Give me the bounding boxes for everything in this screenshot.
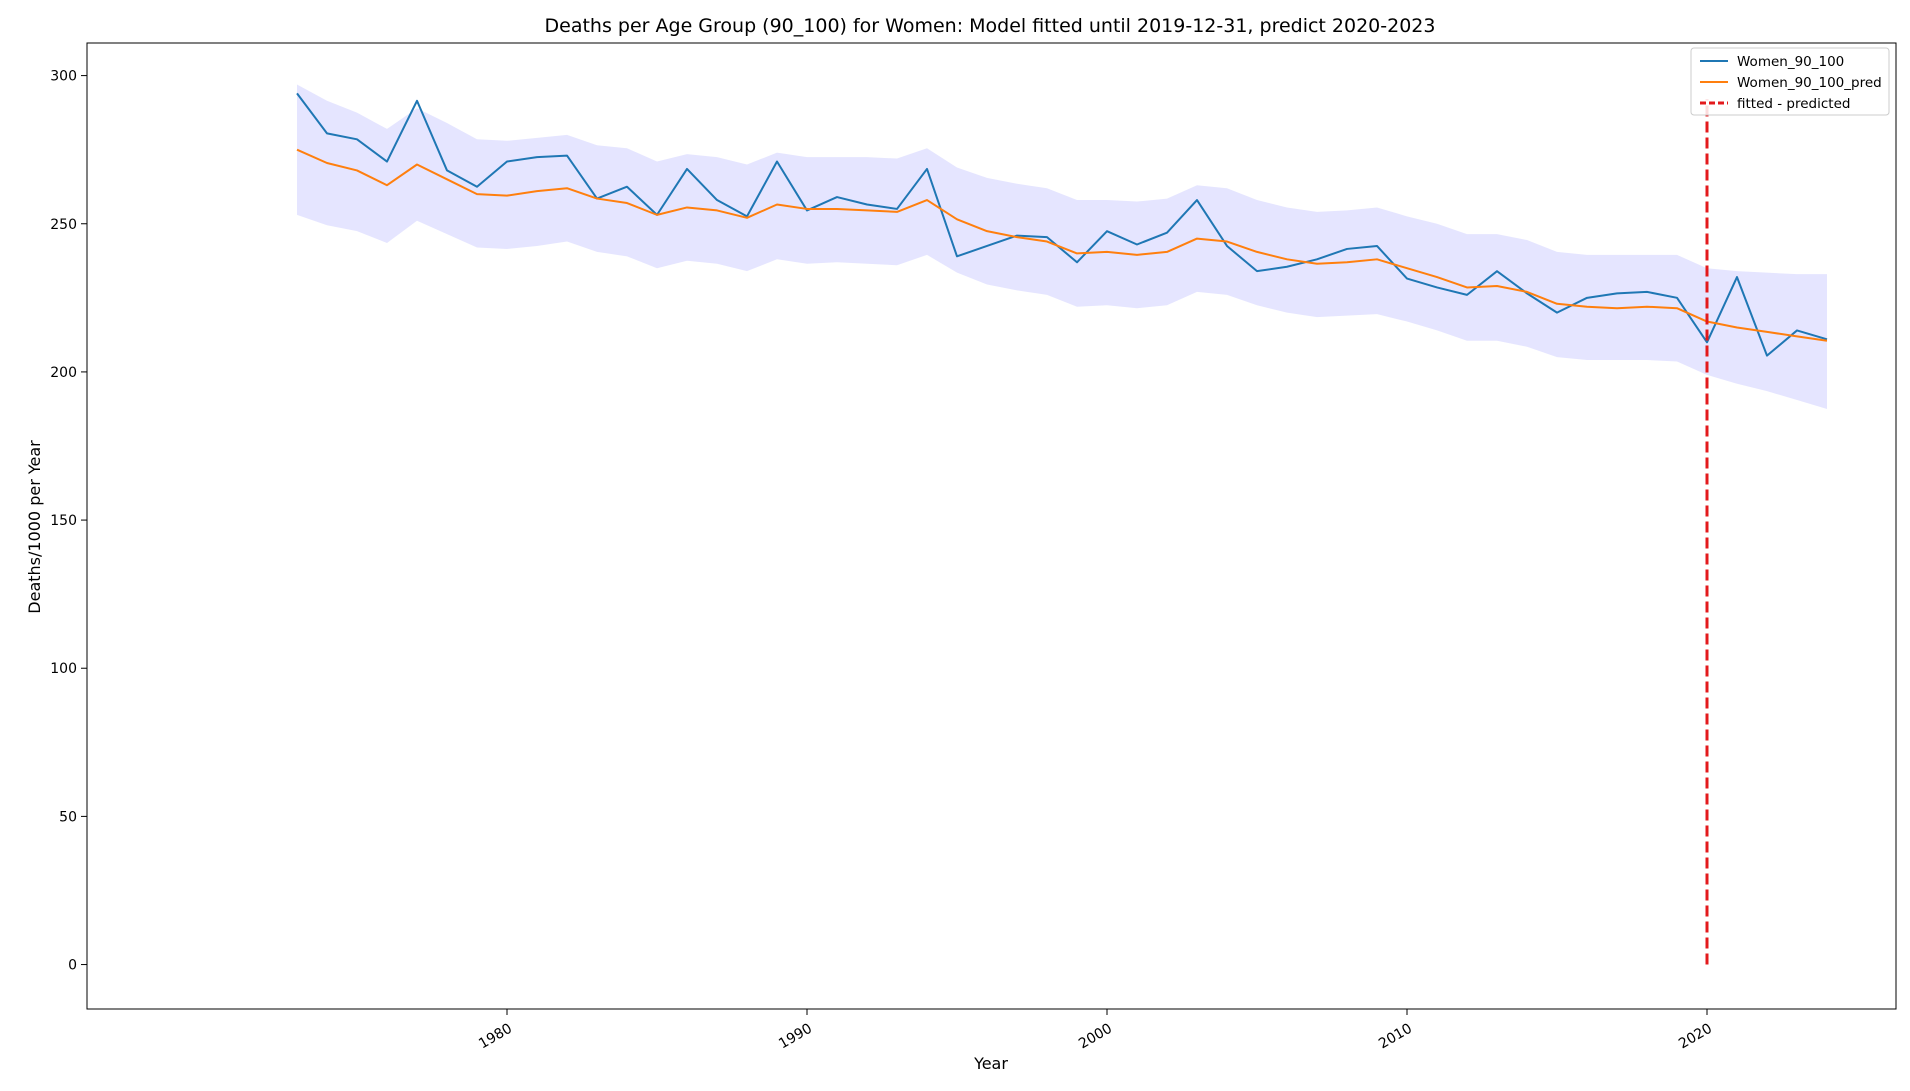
- series-line-predicted: [296, 148, 1828, 342]
- x-axis: 1980 1990 2000 2010 2020: [476, 1009, 1715, 1052]
- x-tick-label: 2020: [1676, 1021, 1715, 1053]
- y-tick-label: 0: [68, 958, 77, 974]
- y-axis: 0 50 100 150 200 250 300: [50, 69, 87, 974]
- chart-title: Deaths per Age Group (90_100) for Women:…: [545, 15, 1436, 37]
- y-tick-label: 150: [50, 513, 77, 529]
- x-tick-label: 2000: [1076, 1021, 1115, 1053]
- x-tick-label: 1990: [776, 1021, 815, 1053]
- y-tick-label: 200: [50, 365, 77, 381]
- legend-label: Women_90_100: [1737, 54, 1844, 70]
- x-axis-label: Year: [973, 1054, 1008, 1073]
- y-tick-label: 50: [59, 809, 77, 825]
- y-tick-label: 250: [50, 217, 77, 233]
- x-tick-label: 1980: [476, 1021, 515, 1053]
- legend-label: fitted - predicted: [1737, 96, 1850, 112]
- series-layer: [296, 92, 1828, 357]
- y-tick-label: 300: [50, 69, 77, 85]
- legend-box: [1690, 47, 1890, 116]
- plot-area-frame: [86, 42, 1897, 1010]
- x-tick-label: 2010: [1376, 1021, 1415, 1053]
- legend-label: Women_90_100_pred: [1737, 75, 1882, 91]
- y-tick-label: 100: [50, 661, 77, 677]
- y-axis-label: Deaths/1000 per Year: [25, 440, 44, 614]
